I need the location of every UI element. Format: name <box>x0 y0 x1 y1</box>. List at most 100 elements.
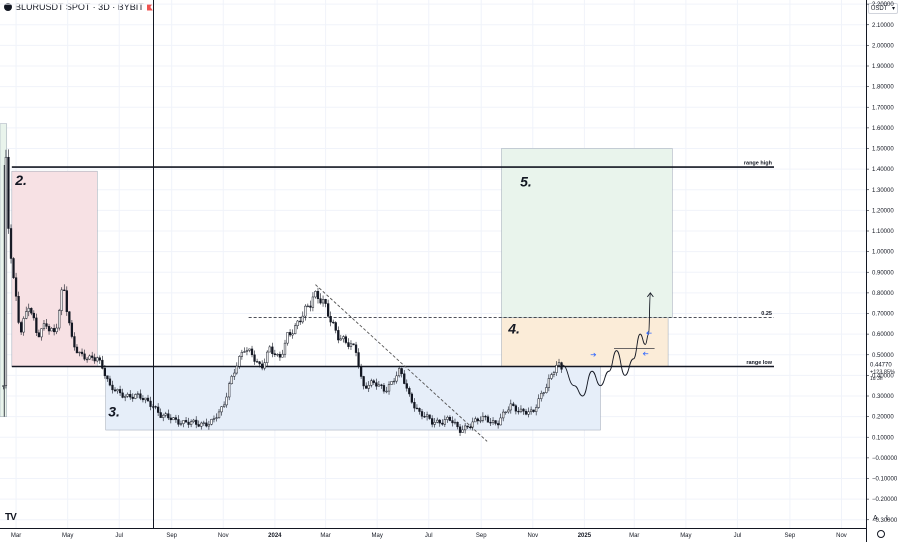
candle-body <box>238 356 241 367</box>
candle-body <box>202 422 205 424</box>
candle-body <box>453 421 457 424</box>
candle-body <box>47 326 51 332</box>
candle-body <box>116 389 119 392</box>
level-label: 0.25 <box>761 311 772 317</box>
candle-body <box>552 372 556 375</box>
candle-body <box>463 425 467 431</box>
candle-body <box>129 393 132 398</box>
price-tick-label: 0.40000 <box>872 373 894 379</box>
candle-body <box>344 336 348 343</box>
zone-box[interactable] <box>11 170 98 367</box>
candle-body <box>154 406 157 408</box>
candle-body <box>491 420 495 423</box>
candle-body <box>258 361 261 365</box>
bar-countdown-label: 1d 3h <box>870 376 883 382</box>
candle-body <box>431 418 434 425</box>
gear-icon[interactable] <box>877 530 885 538</box>
candle-body <box>169 417 172 421</box>
zone-number-label: 2. <box>14 172 27 188</box>
candle-body <box>484 415 487 418</box>
candle-body <box>184 420 188 423</box>
candle-body <box>502 411 505 419</box>
candle-body <box>324 299 327 304</box>
candle-body <box>481 415 485 421</box>
candle-body <box>205 422 208 427</box>
candle-body <box>212 418 216 420</box>
price-tick-label: 1.00000 <box>872 250 894 256</box>
candle-body <box>342 336 345 340</box>
time-tick-label: May <box>372 533 383 539</box>
candle-body <box>540 392 543 399</box>
candle-body <box>157 406 160 413</box>
candle-body <box>441 422 444 425</box>
candle-body <box>545 387 548 393</box>
price-tick-label: 0.70000 <box>872 312 894 318</box>
candle-body <box>149 400 152 407</box>
candle-body <box>370 380 373 386</box>
candle-body <box>70 322 74 337</box>
price-tick-label: 1.10000 <box>872 229 894 235</box>
price-tick-label: 0.10000 <box>872 435 894 441</box>
candle-body <box>425 414 429 418</box>
candle-body <box>349 343 353 347</box>
candle-body <box>245 350 249 352</box>
candle-body <box>560 362 563 370</box>
candle-body <box>268 346 271 353</box>
trendline-group[interactable] <box>315 284 488 442</box>
candle-body <box>329 316 332 323</box>
log-scale-button[interactable]: L <box>886 515 890 522</box>
price-tick-label: 2.10000 <box>872 23 894 29</box>
candle-body <box>68 311 71 324</box>
candle-body <box>532 409 535 412</box>
candle-body <box>131 396 134 399</box>
trendline[interactable] <box>315 284 488 442</box>
symbol-header[interactable]: BLURUSDT SPOT · 3D · BYBIT <box>4 2 153 12</box>
zone-box[interactable] <box>501 148 673 318</box>
candle-body <box>233 372 236 377</box>
flag-icon[interactable] <box>146 3 153 11</box>
auto-scale-button[interactable]: A <box>873 515 878 522</box>
candle-body <box>195 419 198 425</box>
candle-body <box>519 408 523 412</box>
candle-body <box>253 354 256 362</box>
candle-body <box>319 298 322 304</box>
candle-body <box>121 392 124 398</box>
time-tick-label: Jul <box>425 533 433 539</box>
time-tick-label: Mar <box>11 533 21 539</box>
grid-lines <box>0 0 866 528</box>
time-tick-label: Nov <box>836 533 847 539</box>
candle-body <box>255 361 259 363</box>
candle-body <box>243 351 246 353</box>
candle-body <box>124 396 127 398</box>
level-label: range low <box>746 360 772 366</box>
candle-body <box>334 322 337 331</box>
time-axis-labels[interactable]: Mar May Jul Sep Nov 2024 Mar May Jul Sep Nov 2025 Ma… <box>11 533 847 539</box>
price-axis-labels[interactable]: 2.20000 2.10000 2.00000 1.90000 1.80000 1.700… <box>866 2 898 524</box>
candle-body <box>27 307 30 312</box>
currency-selector[interactable]: USDT ▾ <box>868 3 898 14</box>
annotation-labels: 1. 2. 3. 4. 5. <box>0 119 532 420</box>
candle-body <box>136 393 139 395</box>
candle-body <box>514 405 518 412</box>
candle-body <box>400 368 403 375</box>
price-tick-label: 1.80000 <box>872 85 894 91</box>
candle-body <box>144 397 147 401</box>
candle-body <box>164 413 167 416</box>
candle-body <box>311 296 315 308</box>
price-tick-label: 2.20000 <box>872 2 894 8</box>
candle-body <box>367 385 370 389</box>
candle-body <box>228 383 231 398</box>
candle-body <box>352 343 355 346</box>
symbol-title: BLURUSDT SPOT · 3D · BYBIT <box>15 2 144 12</box>
candle-body <box>271 346 274 354</box>
candle-body <box>458 426 462 433</box>
candle-body <box>512 403 515 406</box>
candle-body <box>12 258 15 278</box>
candle-body <box>248 348 251 351</box>
time-tick-label: May <box>62 533 73 539</box>
zone-box[interactable] <box>105 366 601 431</box>
candle-body <box>167 413 170 419</box>
candle-body <box>134 394 137 399</box>
